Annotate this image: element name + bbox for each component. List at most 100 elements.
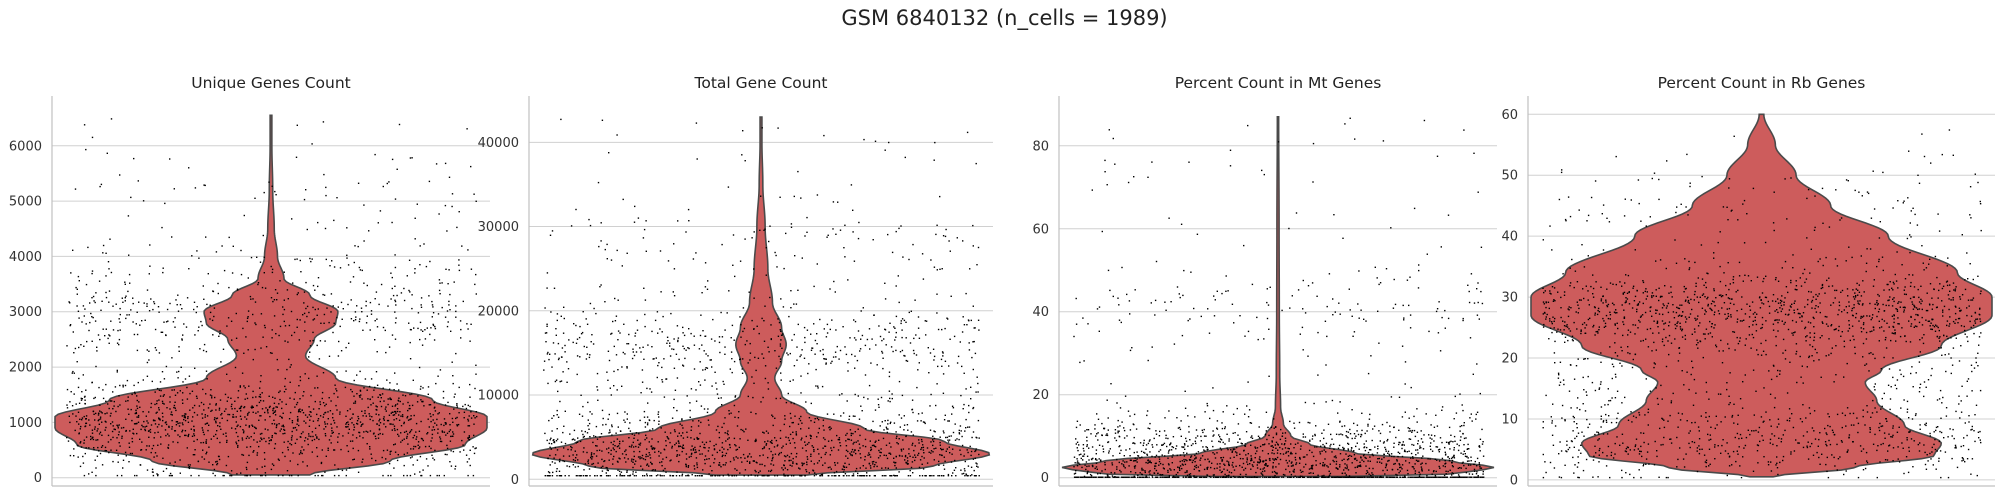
data-point xyxy=(895,349,897,352)
data-point xyxy=(136,422,138,425)
data-point xyxy=(264,472,267,474)
data-point xyxy=(288,474,291,477)
data-point xyxy=(933,159,935,161)
data-point xyxy=(664,467,666,470)
data-point xyxy=(463,417,465,419)
data-point xyxy=(322,402,325,404)
data-point xyxy=(962,316,964,318)
data-point xyxy=(780,330,782,332)
data-point xyxy=(1236,407,1238,410)
data-point xyxy=(435,163,438,165)
data-point xyxy=(623,457,626,459)
data-point xyxy=(338,474,340,477)
data-point xyxy=(711,470,713,472)
data-point xyxy=(397,454,399,456)
data-point xyxy=(215,422,217,424)
data-point xyxy=(622,351,624,354)
data-point xyxy=(930,450,933,452)
data-point xyxy=(321,391,324,394)
data-point xyxy=(718,431,720,434)
data-point xyxy=(818,427,820,430)
data-point xyxy=(804,235,806,237)
data-point xyxy=(563,317,565,320)
data-point xyxy=(379,400,381,403)
data-point xyxy=(583,469,585,471)
data-point xyxy=(311,143,313,145)
data-point xyxy=(849,429,852,431)
y-tick-label: 20 xyxy=(1032,388,1049,403)
data-point xyxy=(965,427,967,429)
data-point xyxy=(384,408,387,410)
data-point xyxy=(109,335,111,337)
data-point xyxy=(403,464,405,467)
data-point xyxy=(789,425,791,428)
data-point xyxy=(176,421,179,423)
data-point xyxy=(328,321,330,324)
data-point xyxy=(1176,454,1178,457)
data-point xyxy=(145,415,147,417)
data-point xyxy=(446,325,449,328)
data-point xyxy=(803,357,806,359)
data-point xyxy=(974,450,976,453)
data-point xyxy=(156,400,158,402)
data-point xyxy=(100,446,103,448)
data-point xyxy=(1308,449,1311,452)
data-point xyxy=(374,320,376,322)
data-point xyxy=(1344,467,1346,469)
data-point xyxy=(972,224,974,227)
data-point xyxy=(164,429,167,431)
data-point xyxy=(159,418,161,420)
data-point xyxy=(712,318,714,321)
data-point xyxy=(362,458,364,460)
data-point xyxy=(914,459,916,462)
data-point xyxy=(246,446,248,448)
data-point xyxy=(954,439,957,441)
data-point xyxy=(360,307,363,309)
data-point xyxy=(195,395,198,397)
data-point xyxy=(188,467,191,470)
data-point xyxy=(628,437,630,439)
data-point xyxy=(452,450,455,453)
data-point xyxy=(966,131,969,134)
data-point xyxy=(226,439,228,442)
data-point xyxy=(643,228,646,231)
data-point xyxy=(1202,476,1205,478)
data-point xyxy=(428,180,431,183)
data-point xyxy=(1461,462,1464,464)
data-point xyxy=(83,315,85,317)
data-point xyxy=(348,342,350,344)
data-point xyxy=(398,123,401,126)
data-point xyxy=(903,415,905,417)
data-point xyxy=(947,441,950,443)
data-point xyxy=(616,412,619,415)
data-point xyxy=(597,181,600,184)
data-point xyxy=(227,317,230,319)
data-point xyxy=(963,455,965,457)
data-point xyxy=(389,451,391,453)
data-point xyxy=(413,445,415,448)
data-point xyxy=(150,402,153,405)
data-point xyxy=(196,306,198,308)
data-point xyxy=(241,439,244,441)
data-point xyxy=(1312,472,1314,474)
data-point xyxy=(172,321,175,323)
data-point xyxy=(954,459,956,462)
data-point xyxy=(273,419,275,421)
data-point xyxy=(245,424,247,426)
data-point xyxy=(1250,436,1252,439)
data-point xyxy=(807,372,809,375)
data-point xyxy=(925,475,927,477)
data-point xyxy=(331,427,333,429)
data-point xyxy=(394,311,396,313)
data-point xyxy=(738,446,740,449)
data-point xyxy=(864,445,867,448)
data-point xyxy=(145,449,147,451)
data-point xyxy=(779,345,782,347)
data-point xyxy=(283,428,285,431)
data-point xyxy=(854,393,856,396)
data-point xyxy=(276,406,278,408)
data-point xyxy=(444,404,447,406)
data-point xyxy=(77,386,80,389)
data-point xyxy=(158,409,160,411)
